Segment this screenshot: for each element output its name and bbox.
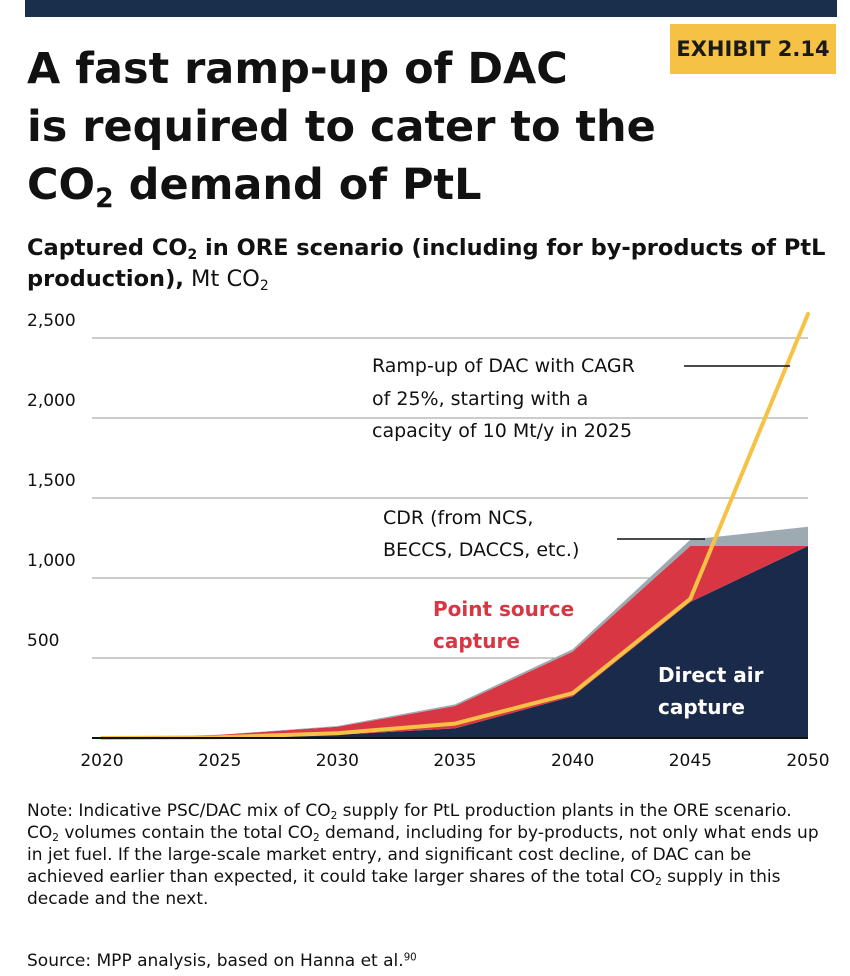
exhibit-badge: EXHIBIT 2.14	[670, 24, 836, 74]
source-line: Source: MPP analysis, based on Hanna et …	[27, 950, 827, 972]
note-part-5: supply in this decade and the next.	[27, 867, 781, 909]
x-tick-label: 2020	[80, 751, 123, 771]
x-tick-label: 2030	[316, 751, 359, 771]
cdr-annotation-line: BECCS, DACCS, etc.)	[383, 539, 579, 561]
cdr-annotation-line: CDR (from NCS,	[383, 507, 533, 529]
subtitle-unit-sub: 2	[259, 278, 269, 295]
note-sub-2: 2	[52, 832, 59, 845]
note-sub-4: 2	[655, 876, 662, 889]
annotations: Ramp-up of DAC with CAGR of 25%, starting…	[372, 355, 790, 719]
y-tick-label: 1,000	[27, 551, 76, 571]
headline-line-3-sub: 2	[95, 182, 114, 214]
y-tick-label: 500	[27, 631, 59, 651]
subtitle-bold-pre: Captured CO	[27, 235, 188, 261]
exhibit-label: EXHIBIT 2.14	[676, 37, 830, 61]
area-series	[102, 526, 808, 738]
headline: A fast ramp-up of DAC is required to cat…	[27, 40, 667, 214]
headline-line-3-post: demand of PtL	[113, 160, 482, 210]
top-accent-bar	[25, 0, 837, 17]
x-tick-label: 2035	[433, 751, 476, 771]
y-tick-label: 1,500	[27, 471, 76, 491]
note-sub-1: 2	[330, 810, 338, 823]
headline-line-1: A fast ramp-up of DAC	[27, 44, 568, 94]
dac-label: Direct air	[658, 663, 764, 687]
note-part-4: demand, including for by-products, not o…	[27, 823, 819, 887]
subtitle-bold-post: in ORE scenario (including for by-produc…	[27, 235, 826, 292]
psc-label: Point source	[433, 597, 574, 621]
headline-line-2: is required to cater to the	[27, 102, 656, 152]
source-text: Source: MPP analysis, based on Hanna et …	[27, 951, 404, 971]
direct-air-capture-area	[102, 546, 808, 738]
y-tick-label: 2,500	[27, 311, 76, 331]
note-sub-3: 2	[312, 832, 320, 845]
y-tick-label: 2,000	[27, 391, 76, 411]
point-source-capture-area	[102, 546, 808, 738]
axes: 500 1,000 1,500 2,000 2,500 2020 2025 2030 2035 2…	[27, 311, 830, 771]
subtitle-bold: Captured CO2 in ORE scenario (including …	[27, 235, 825, 292]
psc-label: capture	[433, 629, 520, 653]
subtitle-unit-pre: Mt CO	[183, 266, 260, 292]
x-tick-label: 2025	[198, 751, 241, 771]
source-ref: 90	[403, 952, 417, 964]
subtitle-bold-sub: 2	[187, 247, 198, 264]
x-tick-label: 2045	[669, 751, 712, 771]
rampup-annotation-line: Ramp-up of DAC with CAGR	[372, 355, 635, 377]
note-part-2: supply for PtL production plants in the …	[27, 801, 792, 843]
x-tick-label: 2040	[551, 751, 594, 771]
headline-line-3-pre: CO	[27, 160, 96, 210]
rampup-annotation-line: capacity of 10 Mt/y in 2025	[372, 420, 632, 442]
note-part-3: volumes contain the total CO	[58, 823, 313, 843]
x-tick-label: 2050	[786, 751, 829, 771]
rampup-annotation-line: of 25%, starting with a	[372, 388, 588, 410]
note-part-1: Note: Indicative PSC/DAC mix of CO	[27, 801, 331, 821]
chart-subtitle: Captured CO2 in ORE scenario (including …	[27, 233, 837, 295]
area-chart: 500 1,000 1,500 2,000 2,500 2020 2025 2030 2035 2…	[27, 311, 830, 771]
chart-note: Note: Indicative PSC/DAC mix of CO2 supp…	[27, 800, 827, 910]
dac-label: capture	[658, 695, 745, 719]
